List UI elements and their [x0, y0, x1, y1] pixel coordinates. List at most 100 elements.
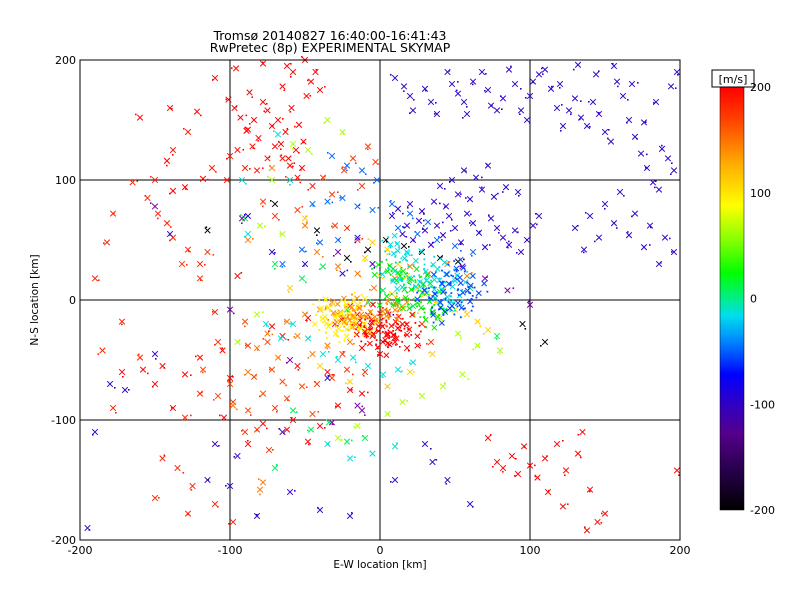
scatter-dot: [422, 285, 425, 287]
scatter-dot: [327, 375, 330, 377]
scatter-dot: [631, 215, 633, 218]
scatter-dot: [375, 329, 378, 332]
scatter-dot: [183, 128, 185, 130]
scatter-dot: [357, 327, 360, 330]
scatter-point: [670, 167, 678, 174]
scatter-dot: [217, 506, 219, 508]
scatter-dot: [245, 114, 248, 117]
scatter-dot: [352, 300, 355, 303]
scatter-dot: [463, 258, 465, 261]
scatter-dot: [380, 321, 383, 324]
scatter-point: [253, 426, 261, 433]
scatter-dot: [445, 483, 448, 485]
scatter-point: [364, 362, 372, 370]
scatter-dot: [410, 333, 413, 336]
chart-title: Tromsø 20140827 16:40:00-16:41:43: [212, 28, 446, 43]
scatter-dot: [387, 236, 390, 238]
scatter-dot: [502, 191, 504, 193]
scatter-dot: [369, 289, 371, 291]
scatter-point: [383, 332, 390, 339]
scatter-point: [448, 80, 456, 88]
scatter-dot: [361, 238, 364, 240]
scatter-dot: [169, 239, 171, 242]
scatter-dot: [362, 435, 364, 437]
scatter-point: [301, 222, 309, 229]
scatter-point: [234, 146, 241, 154]
scatter-dot: [607, 137, 609, 140]
scatter-point: [583, 527, 591, 534]
scatter-dot: [303, 265, 305, 267]
scatter-dot: [365, 173, 367, 175]
scatter-dot: [212, 254, 215, 256]
scatter-point: [279, 155, 286, 162]
scatter-dot: [360, 340, 363, 343]
scatter-dot: [444, 288, 446, 290]
scatter-dot: [514, 475, 516, 477]
scatter-dot: [416, 291, 419, 294]
scatter-point: [334, 402, 342, 409]
scatter-dot: [486, 290, 489, 293]
scatter-dot: [435, 318, 437, 321]
scatter-dot: [479, 230, 481, 233]
scatter-point: [289, 407, 297, 414]
scatter-dot: [200, 114, 202, 117]
scatter-dot: [601, 512, 603, 515]
scatter-dot: [155, 358, 157, 360]
scatter-dot: [113, 212, 115, 215]
scatter-dot: [471, 294, 474, 297]
scatter-dot: [453, 260, 456, 262]
scatter-dot: [361, 405, 364, 408]
scatter-dot: [433, 297, 436, 299]
scatter-point: [244, 342, 252, 349]
scatter-dot: [200, 279, 202, 281]
scatter-point: [514, 188, 522, 196]
scatter-point: [652, 98, 660, 106]
scatter-dot: [309, 336, 311, 338]
scatter-dot: [433, 286, 436, 289]
scatter-dot: [375, 343, 378, 346]
scatter-point: [463, 110, 471, 118]
scatter-dot: [283, 89, 286, 91]
scatter-dot: [367, 148, 369, 150]
scatter-dot: [320, 309, 323, 311]
scatter-dot: [318, 329, 321, 331]
scatter-dot: [516, 252, 518, 254]
scatter-point: [373, 176, 381, 184]
scatter-point: [453, 265, 460, 272]
scatter-point: [374, 344, 381, 351]
scatter-point: [392, 306, 399, 313]
scatter-dot: [190, 374, 192, 376]
scatter-point: [353, 331, 360, 338]
scatter-dot: [395, 298, 398, 301]
scatter-dot: [138, 353, 140, 356]
scatter-dot: [546, 455, 548, 457]
scatter-dot: [364, 343, 367, 345]
scatter-point: [352, 321, 359, 328]
scatter-dot: [466, 106, 468, 108]
scatter-dot: [447, 263, 450, 266]
scatter-dot: [349, 311, 352, 314]
scatter-dot: [646, 153, 648, 156]
scatter-dot: [331, 374, 334, 376]
scatter-point: [255, 134, 262, 142]
scatter-dot: [381, 330, 384, 333]
scatter-dot: [321, 321, 324, 323]
scatter-dot: [564, 474, 566, 476]
scatter-dot: [483, 333, 485, 335]
scatter-dot: [384, 324, 387, 327]
scatter-dot: [475, 296, 478, 299]
scatter-point: [402, 294, 409, 301]
scatter-point: [414, 333, 421, 340]
scatter-point: [499, 464, 507, 472]
scatter-dot: [357, 189, 359, 191]
scatter-dot: [419, 344, 422, 347]
scatter-point: [271, 464, 279, 472]
scatter-point: [559, 122, 567, 130]
scatter-point: [264, 330, 271, 337]
y-tick-label: 200: [55, 54, 76, 67]
scatter-dot: [460, 301, 463, 304]
scatter-dot: [346, 169, 348, 172]
scatter-dot: [341, 439, 343, 441]
scatter-dot: [346, 323, 349, 326]
scatter-dot: [645, 121, 647, 123]
